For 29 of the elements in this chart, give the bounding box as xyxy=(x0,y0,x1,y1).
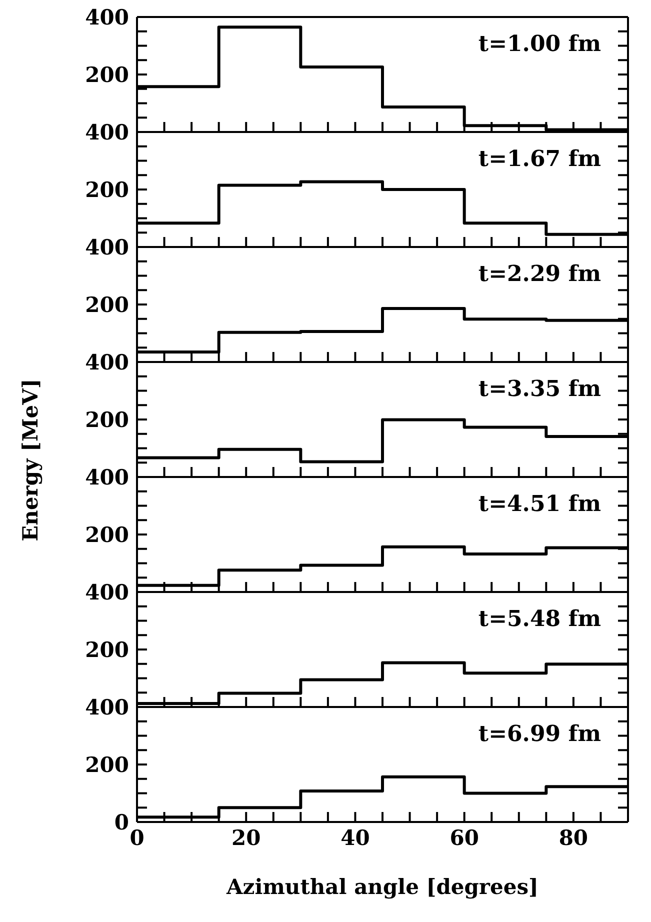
y-tick-label: 200 xyxy=(85,176,129,202)
y-tick-label: 200 xyxy=(85,406,129,432)
y-tick-label: 400 xyxy=(85,464,129,490)
x-tick-label: 60 xyxy=(450,824,479,850)
x-tick-label: 40 xyxy=(340,824,370,850)
x-tick-label: 20 xyxy=(231,824,261,850)
y-axis-title: Energy [MeV] xyxy=(18,378,42,542)
y-tick-label: 400 xyxy=(85,119,129,144)
x-tick-label: 0 xyxy=(130,824,144,850)
y-tick-label: 200 xyxy=(85,522,129,547)
annotation: t=6.99 fm xyxy=(478,721,601,747)
x-tick-label: 80 xyxy=(558,824,588,850)
annotation: t=5.48 fm xyxy=(478,606,601,632)
annotation: t=1.00 fm xyxy=(478,31,601,57)
y-tick-label: 200 xyxy=(85,752,129,777)
y-tick-label: 400 xyxy=(85,579,129,604)
y-tick-label: 400 xyxy=(85,4,129,30)
y-tick-label: 200 xyxy=(85,636,129,662)
annotation: t=4.51 fm xyxy=(478,491,601,517)
y-tick-label: 200 xyxy=(85,62,129,87)
y-tick-label: 400 xyxy=(85,349,129,374)
annotation: t=2.29 fm xyxy=(478,261,601,287)
annotation: t=1.67 fm xyxy=(478,146,601,172)
y-tick-label: 200 xyxy=(85,292,129,317)
y-tick-label: 0 xyxy=(114,809,129,834)
x-axis-title: Azimuthal angle [degrees] xyxy=(226,874,538,899)
annotation: t=3.35 fm xyxy=(478,376,601,402)
y-tick-label: 400 xyxy=(85,234,129,260)
y-tick-label: 400 xyxy=(85,694,129,720)
